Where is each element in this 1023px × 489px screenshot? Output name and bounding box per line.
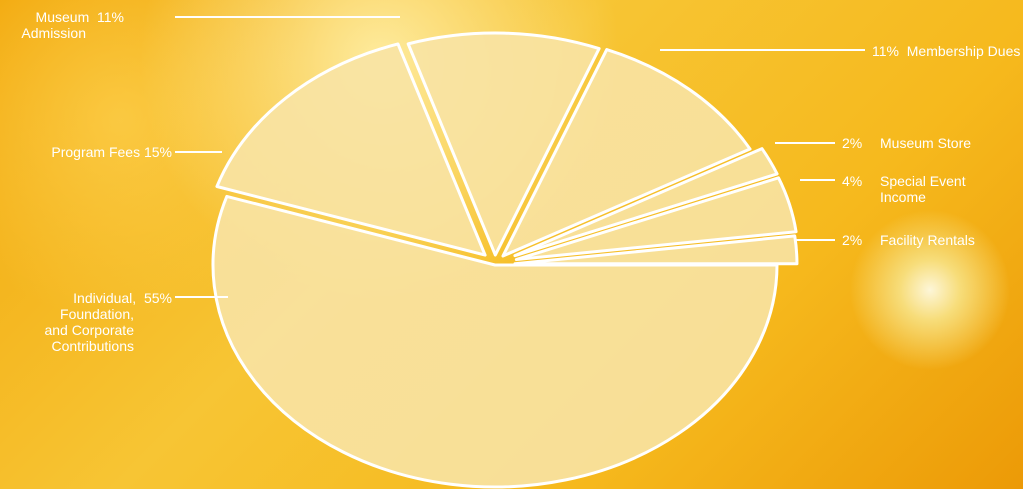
value-museum-admission: 11% [97,9,124,25]
label-contributions-line4: Contributions [51,338,135,354]
slice-special-event-income [514,176,798,262]
label-special-event-income-line2: Income [880,189,926,205]
label-museum-admission: Museum 11% Admission [21,9,124,41]
label-contributions-line2: Foundation, [60,306,134,322]
label-facility-rentals: 2% Facility Rentals [842,232,975,248]
label-program-fees-text: Program Fees [51,144,141,160]
label-museum-store-text: Museum Store [880,135,972,151]
slice-facility-rentals [513,234,799,266]
label-membership-dues: 11% Membership Dues [872,43,1020,59]
slice-contributions [211,194,779,489]
slice-program-fees [215,42,487,257]
slice-membership-dues [501,48,752,258]
slice-museum-store [513,147,779,258]
label-museum-admission-line2: Admission [21,25,86,41]
label-membership-dues-text: Membership Dues [906,43,1021,59]
label-contributions-line3: and Corporate [44,322,134,338]
label-special-event-income: 4% Special Event Income [842,173,966,205]
value-museum-store: 2% [842,135,863,151]
value-special-event-income: 4% [842,173,863,189]
label-special-event-income-line1: Special Event [880,173,966,189]
label-museum-admission-line1: Museum [35,9,90,25]
slice-museum-admission [406,31,601,257]
value-membership-dues: 11% [872,43,899,59]
value-facility-rentals: 2% [842,232,863,248]
label-facility-rentals-text: Facility Rentals [880,232,975,248]
label-program-fees: Program Fees 15% [51,144,172,160]
value-program-fees: 15% [143,144,172,160]
label-contributions: Individual, 55% Foundation, and Corporat… [44,290,172,354]
label-museum-store: 2% Museum Store [842,135,971,151]
value-contributions: 55% [143,290,172,306]
label-contributions-line1: Individual, [73,290,137,306]
